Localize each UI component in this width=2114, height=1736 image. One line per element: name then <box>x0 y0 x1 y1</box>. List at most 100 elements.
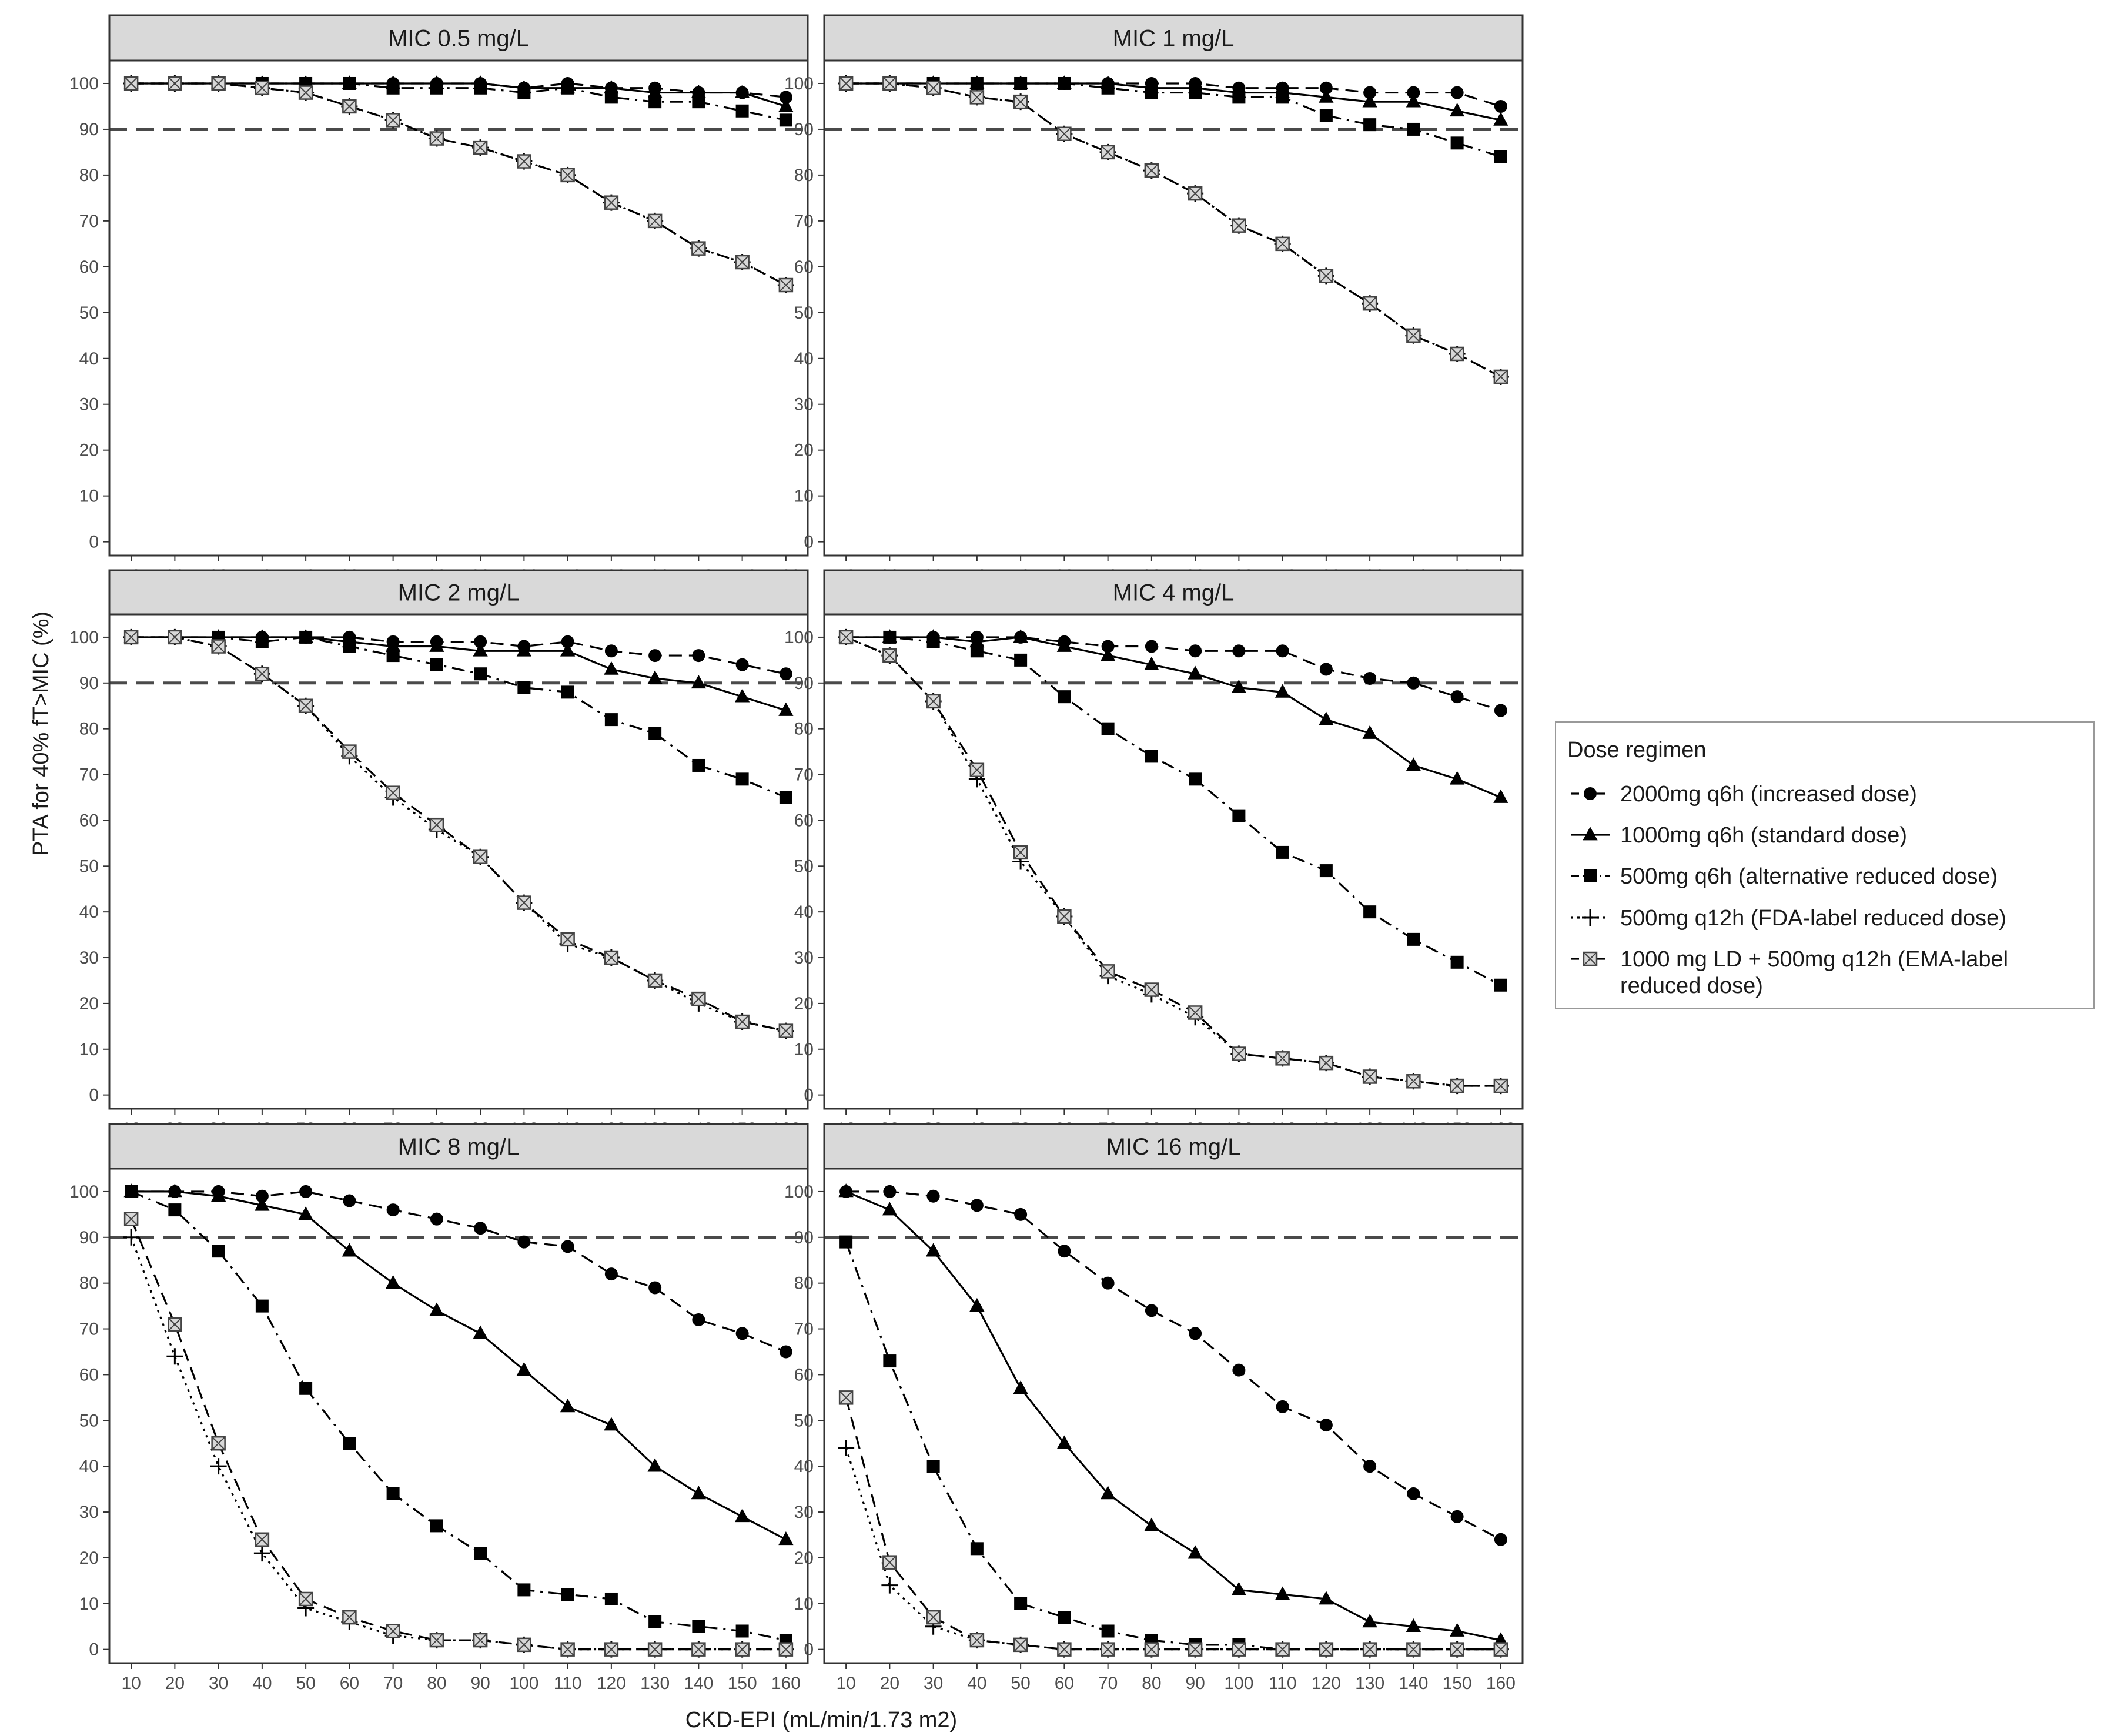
x-tick-label: 120 <box>597 1674 626 1693</box>
data-point <box>735 1624 749 1638</box>
plot-area <box>109 61 808 556</box>
data-point <box>647 1458 663 1472</box>
data-point <box>1144 163 1159 178</box>
data-point <box>298 1591 313 1607</box>
data-point <box>1188 665 1203 680</box>
data-point <box>1319 1055 1334 1071</box>
series-line <box>845 1190 1501 1641</box>
y-tick-label: 20 <box>794 441 814 460</box>
data-point <box>517 1235 531 1249</box>
data-point <box>1450 690 1464 704</box>
data-point <box>1362 725 1377 739</box>
y-tick-label: 70 <box>794 212 814 231</box>
data-point <box>882 1202 898 1216</box>
data-point <box>883 630 897 644</box>
data-point <box>342 744 357 759</box>
legend-item-triangle: 1000mg q6h (standard dose) <box>1571 823 1907 848</box>
data-point <box>1101 145 1115 160</box>
legend-label: 1000 mg LD + 500mg q12h (EMA-label <box>1620 947 2008 972</box>
plot-area <box>824 1169 1523 1663</box>
y-tick-label: 0 <box>804 1640 814 1660</box>
data-point <box>735 772 749 786</box>
data-point <box>604 1417 619 1431</box>
series-line <box>845 636 1501 1087</box>
y-tick-label: 100 <box>784 74 814 93</box>
panel-border <box>823 613 1524 1110</box>
data-point <box>1407 122 1420 136</box>
data-point <box>474 667 487 681</box>
data-point <box>647 973 663 988</box>
y-tick-label: 60 <box>794 1365 814 1384</box>
y-tick-label: 100 <box>784 1182 814 1202</box>
y-tick-label: 50 <box>79 857 99 876</box>
data-point <box>1493 369 1508 384</box>
data-point <box>255 1197 270 1211</box>
data-point <box>1058 690 1071 704</box>
series-circle <box>839 1185 1507 1546</box>
data-point <box>779 1345 792 1359</box>
data-point <box>926 1610 941 1625</box>
data-point <box>1013 94 1028 109</box>
data-point <box>1101 81 1115 95</box>
series-crossed-square <box>123 630 794 1038</box>
data-point <box>926 81 941 96</box>
x-tick-label: 80 <box>427 1674 446 1693</box>
y-tick-label: 80 <box>794 720 814 739</box>
y-tick-label: 30 <box>794 948 814 968</box>
data-point <box>167 1183 183 1198</box>
data-point <box>1014 76 1028 90</box>
data-point <box>1493 112 1508 126</box>
data-point <box>970 76 984 90</box>
data-point <box>386 1203 400 1217</box>
data-point <box>474 1547 487 1560</box>
legend-title: Dose regimen <box>1567 738 1707 762</box>
data-point <box>1275 236 1290 252</box>
series-line <box>846 636 1501 798</box>
data-point <box>735 255 750 270</box>
data-point <box>648 1281 662 1295</box>
data-point <box>647 670 663 684</box>
data-point <box>1014 1597 1028 1610</box>
data-point <box>970 1199 984 1212</box>
data-point <box>735 1642 750 1657</box>
x-tick-label: 50 <box>296 1674 315 1693</box>
data-point <box>1013 1380 1028 1394</box>
data-point <box>385 638 401 652</box>
facet-strip <box>108 1123 809 1170</box>
series-line <box>845 636 1501 1087</box>
data-point <box>778 98 794 112</box>
x-tick-label: 60 <box>340 1674 359 1693</box>
data-point <box>838 1390 854 1405</box>
data-point <box>1494 1533 1507 1546</box>
data-point <box>1057 1642 1072 1657</box>
data-point <box>604 644 618 658</box>
data-point <box>473 1325 488 1339</box>
data-point <box>970 644 984 658</box>
data-point <box>561 685 574 699</box>
data-point <box>648 727 662 740</box>
data-point <box>255 635 269 648</box>
data-point <box>1058 1245 1071 1258</box>
series-line <box>131 1190 787 1541</box>
data-point <box>1275 1642 1290 1657</box>
x-tick-label: 150 <box>1443 1674 1472 1693</box>
y-tick-label: 90 <box>79 120 99 139</box>
data-point <box>1232 644 1246 658</box>
x-tick-label: 140 <box>1399 1674 1428 1693</box>
data-point <box>838 1183 854 1198</box>
y-tick-label: 40 <box>79 1457 99 1476</box>
legend-box <box>1555 721 2095 1009</box>
data-point <box>342 1243 357 1257</box>
data-point <box>1058 76 1071 90</box>
x-tick-label: 100 <box>509 1674 538 1693</box>
data-point <box>1013 629 1028 643</box>
data-point <box>473 1633 488 1648</box>
data-point <box>1144 982 1159 997</box>
data-point <box>1407 1487 1420 1500</box>
data-point <box>969 1297 985 1312</box>
data-point <box>691 1486 707 1500</box>
y-tick-label: 80 <box>794 166 814 185</box>
series-line <box>846 636 1501 712</box>
data-point <box>1232 218 1246 233</box>
data-point <box>691 991 706 1006</box>
